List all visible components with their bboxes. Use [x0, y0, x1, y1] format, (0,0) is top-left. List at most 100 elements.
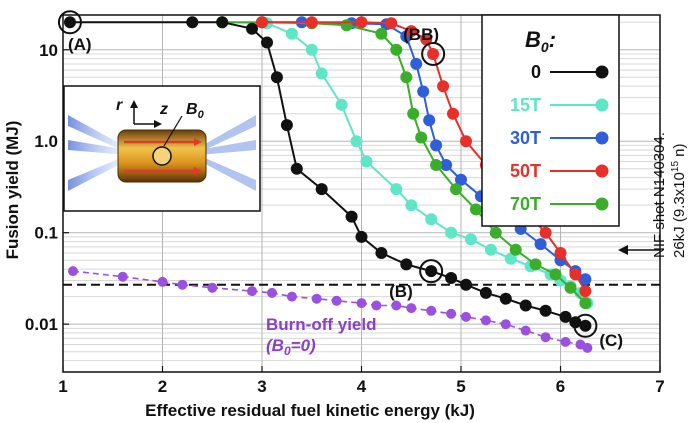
burnoff-label-pre: (B [266, 336, 284, 355]
inset-b0-label: B0 [186, 101, 205, 121]
inset-b0-b: B [186, 101, 198, 118]
data-point-0 [261, 36, 273, 49]
inset-schematic: r z B0 [63, 85, 261, 212]
legend-title-sub: 0 [541, 39, 549, 55]
burnoff-label-line1: Burn-off yield [266, 315, 377, 334]
ticks: 1 2 3 4 5 6 7 10 1.0 0.1 0.01 [25, 41, 665, 396]
b0-pointer [163, 115, 183, 147]
legend-label-30T: 30T [510, 128, 541, 148]
annotation-label: (B) [389, 282, 413, 301]
legend-title-colon: : [549, 27, 556, 52]
nif-label-line1: NIF shot N140304. [651, 132, 668, 258]
data-point-burn-off [117, 271, 128, 282]
burnoff-label-post: =0) [291, 336, 316, 355]
data-point-0 [559, 310, 572, 323]
data-point-30T [423, 114, 436, 127]
nif-arrowhead [618, 245, 628, 255]
data-point-0 [479, 286, 492, 299]
data-point-30T [440, 159, 453, 171]
data-point-50T [437, 80, 450, 93]
series-burn-off [68, 266, 593, 353]
data-point-15T [504, 252, 517, 265]
data-point-0 [246, 22, 258, 35]
data-point-burn-off [461, 311, 471, 322]
data-point-0 [186, 16, 199, 29]
data-point-0 [425, 265, 438, 278]
laser-beams [68, 115, 256, 191]
data-point-burn-off [446, 308, 457, 319]
nif-label-sup: 15 [670, 161, 681, 173]
data-point-50T [355, 16, 368, 29]
data-point-30T [417, 85, 430, 98]
data-point-0 [400, 258, 413, 271]
annotation-ring [573, 313, 598, 338]
x-tick-label: 2 [158, 377, 167, 396]
field-arrowhead-bottom [194, 167, 202, 175]
data-point-50T [539, 226, 552, 239]
burnoff-label: Burn-off yield (B0=0) [266, 315, 377, 358]
data-point-0 [216, 16, 229, 29]
data-point-50T [579, 285, 592, 298]
data-point-70T [407, 107, 420, 120]
data-point-0 [280, 119, 293, 132]
annotation-label: (BB) [403, 25, 439, 44]
data-point-0 [499, 292, 512, 305]
data-point-50T [385, 17, 398, 30]
data-point-50T [405, 25, 418, 38]
data-point-0 [64, 16, 76, 29]
series-0 [64, 16, 592, 332]
data-point-50T [447, 107, 459, 120]
data-point-0 [445, 272, 458, 284]
axis-z-head [154, 120, 162, 128]
data-point-50T [460, 135, 472, 148]
data-point-15T [390, 183, 403, 196]
data-point-70T [579, 297, 592, 310]
data-point-30T [410, 57, 423, 70]
x-tick-label: 1 [58, 377, 67, 396]
data-point-burn-off [267, 287, 277, 298]
data-point-0 [519, 299, 532, 312]
x-tick-label: 4 [357, 377, 367, 396]
data-point-50T [569, 268, 582, 281]
data-point-15T [350, 135, 363, 148]
data-point-70T [469, 203, 482, 216]
data-point-15T [425, 213, 438, 226]
legend-swatch-dot [595, 98, 609, 112]
data-point-burn-off [426, 305, 437, 316]
x-axis-label: Effective residual fuel kinetic energy (… [145, 401, 475, 420]
y-tick-label: 10 [39, 41, 58, 60]
data-point-70T [564, 281, 577, 294]
data-point-70T [340, 19, 353, 32]
data-point-burn-off [540, 332, 551, 343]
legend-label-50T: 50T [510, 161, 541, 181]
data-point-burn-off [207, 282, 218, 293]
data-point-0 [375, 247, 388, 259]
data-point-0 [345, 210, 358, 223]
data-point-burn-off [520, 325, 531, 336]
data-point-burn-off [157, 276, 168, 287]
data-point-burn-off [406, 303, 417, 314]
inset-r-label: r [116, 97, 123, 114]
legend-swatch-dot [595, 197, 609, 211]
data-point-burn-off [68, 266, 78, 277]
x-tick-label: 3 [257, 377, 266, 396]
data-point-burn-off [247, 286, 257, 297]
annotation-ring [421, 41, 446, 66]
nif-label-end: n) [671, 143, 688, 161]
data-point-70T [549, 268, 562, 281]
data-point-15T [285, 27, 298, 40]
legend-label-70T: 70T [510, 194, 541, 214]
annotation-label: (A) [68, 35, 92, 54]
legend-swatch-dot [595, 131, 609, 145]
data-point-50T [427, 48, 440, 60]
data-point-15T [305, 43, 318, 56]
x-tick-label: 7 [655, 377, 664, 396]
data-point-70T [529, 258, 542, 271]
y-tick-label: 1.0 [34, 132, 58, 151]
data-point-30T [430, 139, 443, 152]
data-point-0 [355, 230, 368, 243]
data-point-burn-off [311, 293, 322, 304]
annotations: (A) (BB) (B) (C) [57, 10, 623, 350]
